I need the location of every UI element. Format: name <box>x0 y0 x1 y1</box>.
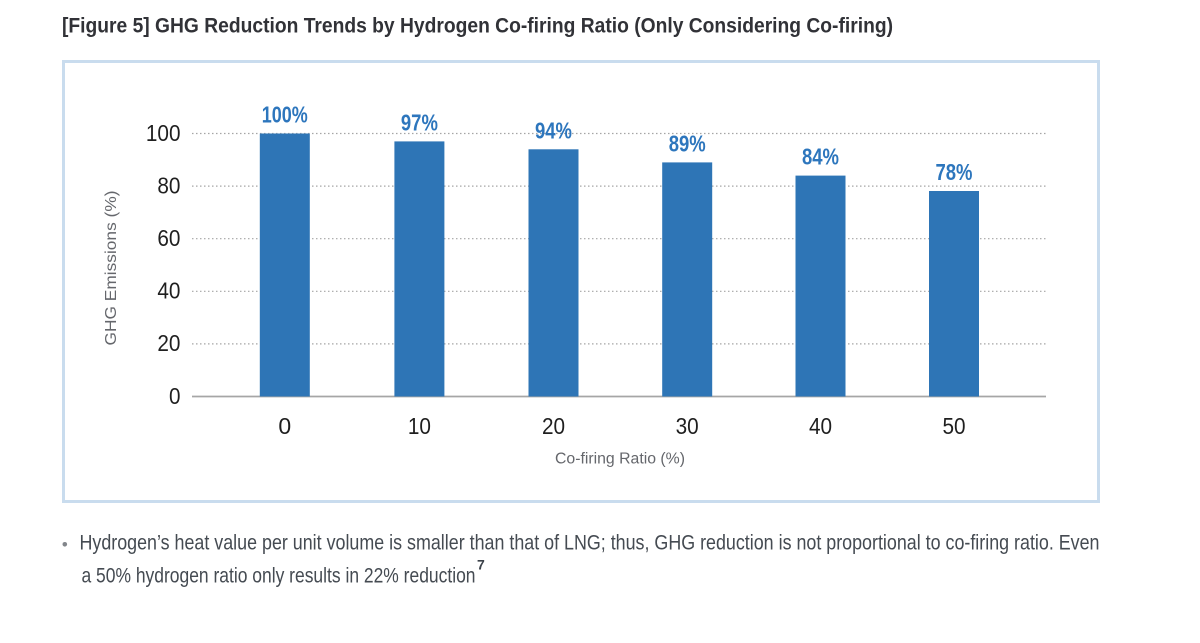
svg-text:20: 20 <box>157 330 180 356</box>
svg-text:Co-firing Ratio (%): Co-firing Ratio (%) <box>555 451 685 468</box>
svg-text:89%: 89% <box>669 130 706 156</box>
svg-text:100%: 100% <box>262 102 308 128</box>
svg-text:100: 100 <box>146 120 181 146</box>
svg-text:40: 40 <box>157 278 180 304</box>
svg-text:60: 60 <box>157 225 180 251</box>
svg-text:40: 40 <box>809 413 832 439</box>
svg-text:a 50% hydrogen ratio only resu: a 50% hydrogen ratio only results in 22%… <box>82 565 476 588</box>
svg-text:[Figure 5] GHG Reduction Trend: [Figure 5] GHG Reduction Trends by Hydro… <box>62 15 893 38</box>
svg-text:0: 0 <box>278 413 291 439</box>
svg-text:84%: 84% <box>802 144 839 170</box>
svg-text:10: 10 <box>408 413 431 439</box>
svg-text:GHG Emissions (%): GHG Emissions (%) <box>103 191 120 346</box>
svg-text:7: 7 <box>477 557 485 573</box>
svg-text:0: 0 <box>169 383 181 409</box>
svg-text:78%: 78% <box>936 159 973 185</box>
svg-text:94%: 94% <box>535 117 572 143</box>
svg-text:20: 20 <box>542 413 565 439</box>
svg-text:80: 80 <box>157 172 180 198</box>
svg-text:50: 50 <box>942 413 965 439</box>
svg-text:Hydrogen’s heat value per unit: Hydrogen’s heat value per unit volume is… <box>80 532 1100 555</box>
svg-text:97%: 97% <box>401 109 438 135</box>
svg-text:30: 30 <box>676 413 699 439</box>
